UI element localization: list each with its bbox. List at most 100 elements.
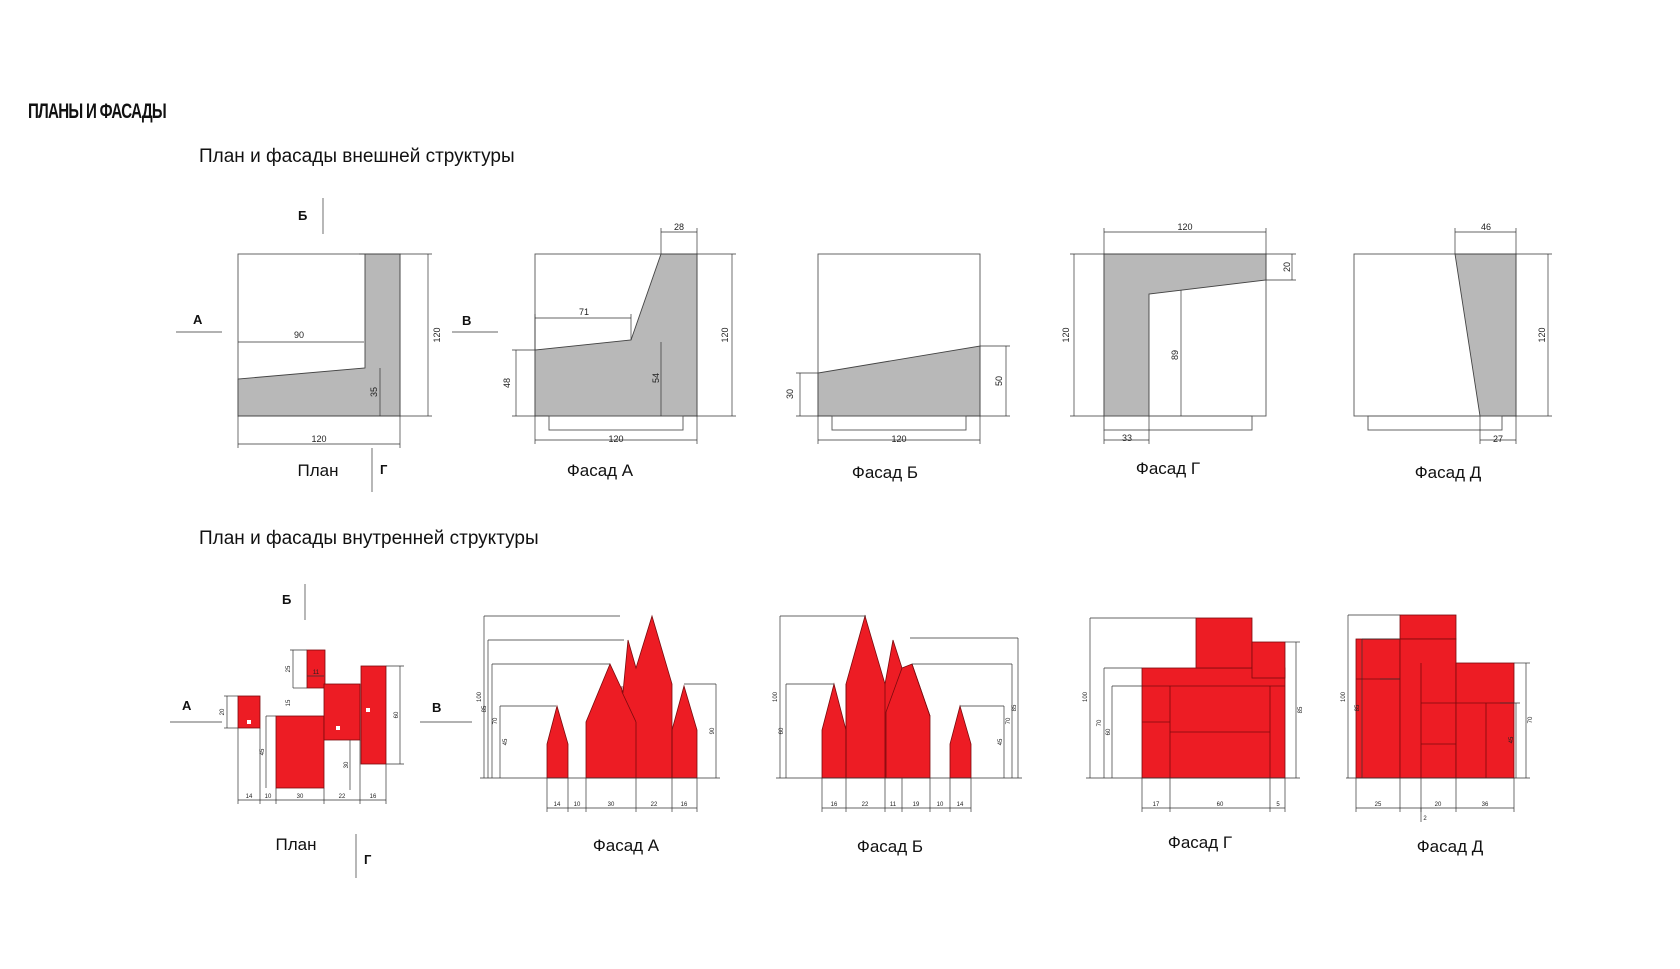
outer-plan-caption: План [298, 461, 339, 480]
inner-facade-g-dim-5: 60 [1217, 802, 1224, 808]
outer-facade-d-dim-bottom: 27 [1493, 434, 1503, 444]
inner-facade-d-dim-6: 36 [1482, 802, 1489, 808]
inner-plan-dim-10: 22 [339, 794, 346, 800]
inner-facade-d-caption: Фасад Д [1417, 837, 1484, 856]
inner-facade-b-dim-9: 10 [937, 802, 944, 808]
inner-facade-g-dim-2: 60 [1106, 728, 1112, 735]
inner-facade-d-dim-7: 2 [1423, 816, 1427, 822]
inner-facade-a-dim-0: 100 [477, 691, 483, 702]
inner-facade-g-dim-4: 17 [1153, 802, 1160, 808]
outer-facade-g-dim-inner: 89 [1170, 350, 1180, 360]
outer-facade-d-dim-top: 46 [1481, 222, 1491, 232]
inner-plan-marker-v: В [432, 700, 441, 715]
outer-plan-marker-v: В [462, 313, 471, 328]
inner-facade-d-dim-4: 25 [1375, 802, 1382, 808]
inner-facade-b-dim-1: 60 [779, 727, 785, 734]
outer-facade-g-dim-top: 120 [1177, 222, 1192, 232]
outer-facade-a-dim-width: 120 [608, 434, 623, 444]
outer-facade-b-dim-right: 50 [994, 376, 1004, 386]
inner-facade-g-dim-3: 85 [1298, 706, 1304, 713]
outer-facade-g-dim-leg: 33 [1122, 433, 1132, 443]
inner-facade-b-dim-2: 70 [1006, 717, 1012, 724]
inner-facade-a-dim-9: 16 [681, 802, 688, 808]
inner-plan-dim-1: 25 [286, 665, 292, 672]
inner-plan-dim-8: 10 [265, 794, 272, 800]
outer-facade-b-dim-width: 120 [891, 434, 906, 444]
outer-facade-b-dim-left: 30 [785, 389, 795, 399]
inner-plan-drawing: 20 25 11 15 45 30 60 14 10 30 22 16 А Б … [170, 584, 472, 878]
inner-facade-g-caption: Фасад Г [1168, 833, 1232, 852]
outer-facade-b-drawing: 30 50 120 Фасад Б [785, 253, 1010, 482]
inner-facade-g-dim-6: 5 [1276, 802, 1280, 808]
inner-facade-b-dim-3: 85 [1012, 704, 1018, 711]
inner-facade-a-dim-5: 14 [554, 802, 561, 808]
inner-facade-b-dim-6: 22 [862, 802, 869, 808]
outer-facade-d-caption: Фасад Д [1415, 463, 1482, 482]
inner-facade-g-drawing: 100 70 60 85 17 60 5 Фасад Г [1083, 617, 1304, 852]
inner-plan-marker-g: Г [364, 852, 372, 867]
inner-facade-b-drawing: 100 60 70 85 45 16 22 11 19 10 14 Фасад … [773, 614, 1022, 856]
outer-facade-a-dim-top: 28 [674, 222, 684, 232]
inner-facade-d-drawing: 100 85 70 45 25 20 36 2 Фасад Д [1341, 614, 1534, 856]
outer-facade-a-dim-left: 48 [502, 378, 512, 388]
outer-facade-d-drawing: 46 120 27 Фасад Д [1353, 222, 1552, 482]
outer-facade-g-caption: Фасад Г [1136, 459, 1200, 478]
outer-facade-g-dim-top-thick: 20 [1282, 262, 1292, 272]
outer-facade-g-dim-height: 120 [1061, 327, 1071, 342]
outer-plan-dim-height: 120 [432, 327, 442, 342]
outer-facade-g-drawing: 120 20 120 89 33 Фасад Г [1061, 222, 1296, 478]
inner-plan-dim-4: 45 [260, 748, 266, 755]
outer-facade-a-dim-height: 120 [720, 327, 730, 342]
inner-plan-dim-2: 11 [313, 670, 320, 676]
inner-facade-a-dim-6: 10 [574, 802, 581, 808]
outer-plan-marker-g: Г [380, 462, 388, 477]
inner-plan-dim-9: 30 [297, 794, 304, 800]
inner-facade-g-dim-0: 100 [1083, 691, 1089, 702]
inner-facade-a-dim-4: 90 [710, 727, 716, 734]
inner-plan-dim-6: 60 [394, 711, 400, 718]
inner-facade-d-dim-1: 85 [1355, 704, 1361, 711]
outer-plan-drawing: 120 120 90 35 А Б В Г План [176, 198, 498, 492]
inner-facade-b-dim-10: 14 [957, 802, 964, 808]
inner-facade-b-caption: Фасад Б [857, 837, 923, 856]
outer-plan-marker-a: А [193, 312, 203, 327]
inner-facade-d-dim-0: 100 [1341, 691, 1347, 702]
inner-facade-b-dim-5: 16 [831, 802, 838, 808]
inner-facade-b-dim-8: 19 [913, 802, 920, 808]
outer-facade-a-dim-mid: 54 [651, 373, 661, 383]
inner-plan-caption: План [276, 835, 317, 854]
inner-facade-g-dim-1: 70 [1097, 719, 1103, 726]
inner-plan-dim-11: 16 [370, 794, 377, 800]
outer-facade-a-caption: Фасад А [567, 461, 634, 480]
inner-facade-a-caption: Фасад А [593, 836, 660, 855]
section-title-inner: План и фасады внутренней структуры [199, 528, 539, 549]
inner-plan-marker-b: Б [282, 592, 291, 607]
outer-facade-a-drawing: 28 71 120 48 54 120 Фасад А [502, 222, 736, 480]
inner-facade-a-dim-1: 85 [482, 705, 488, 712]
inner-facade-d-dim-5: 20 [1435, 802, 1442, 808]
page-title: ПЛАНЫ И ФАСАДЫ [28, 100, 167, 123]
section-title-outer: План и фасады внешней структуры [199, 146, 515, 167]
outer-plan-dim-inner: 90 [294, 330, 304, 340]
inner-facade-a-dim-7: 30 [608, 802, 615, 808]
inner-plan-dim-3: 15 [286, 699, 292, 706]
outer-facade-b-caption: Фасад Б [852, 463, 918, 482]
inner-plan-dim-5: 30 [344, 761, 350, 768]
inner-facade-d-dim-3: 45 [1509, 736, 1515, 743]
inner-facade-b-dim-4: 45 [998, 738, 1004, 745]
inner-facade-b-dim-7: 11 [890, 802, 897, 808]
inner-facade-a-dim-2: 70 [493, 717, 499, 724]
outer-facade-a-dim-seat: 71 [579, 307, 589, 317]
outer-plan-dim-width: 120 [311, 434, 326, 444]
outer-plan-dim-thickness: 35 [369, 387, 379, 397]
inner-plan-dim-7: 14 [246, 794, 253, 800]
inner-facade-a-dim-8: 22 [651, 802, 658, 808]
inner-facade-d-dim-2: 70 [1528, 716, 1534, 723]
inner-plan-dim-0: 20 [220, 708, 226, 715]
inner-facade-a-drawing: 100 85 70 45 90 14 10 30 22 16 Фасад А [477, 614, 720, 855]
inner-plan-marker-a: А [182, 698, 192, 713]
inner-facade-a-dim-3: 45 [503, 738, 509, 745]
outer-facade-d-dim-height: 120 [1537, 327, 1547, 342]
inner-facade-b-dim-0: 100 [773, 691, 779, 702]
